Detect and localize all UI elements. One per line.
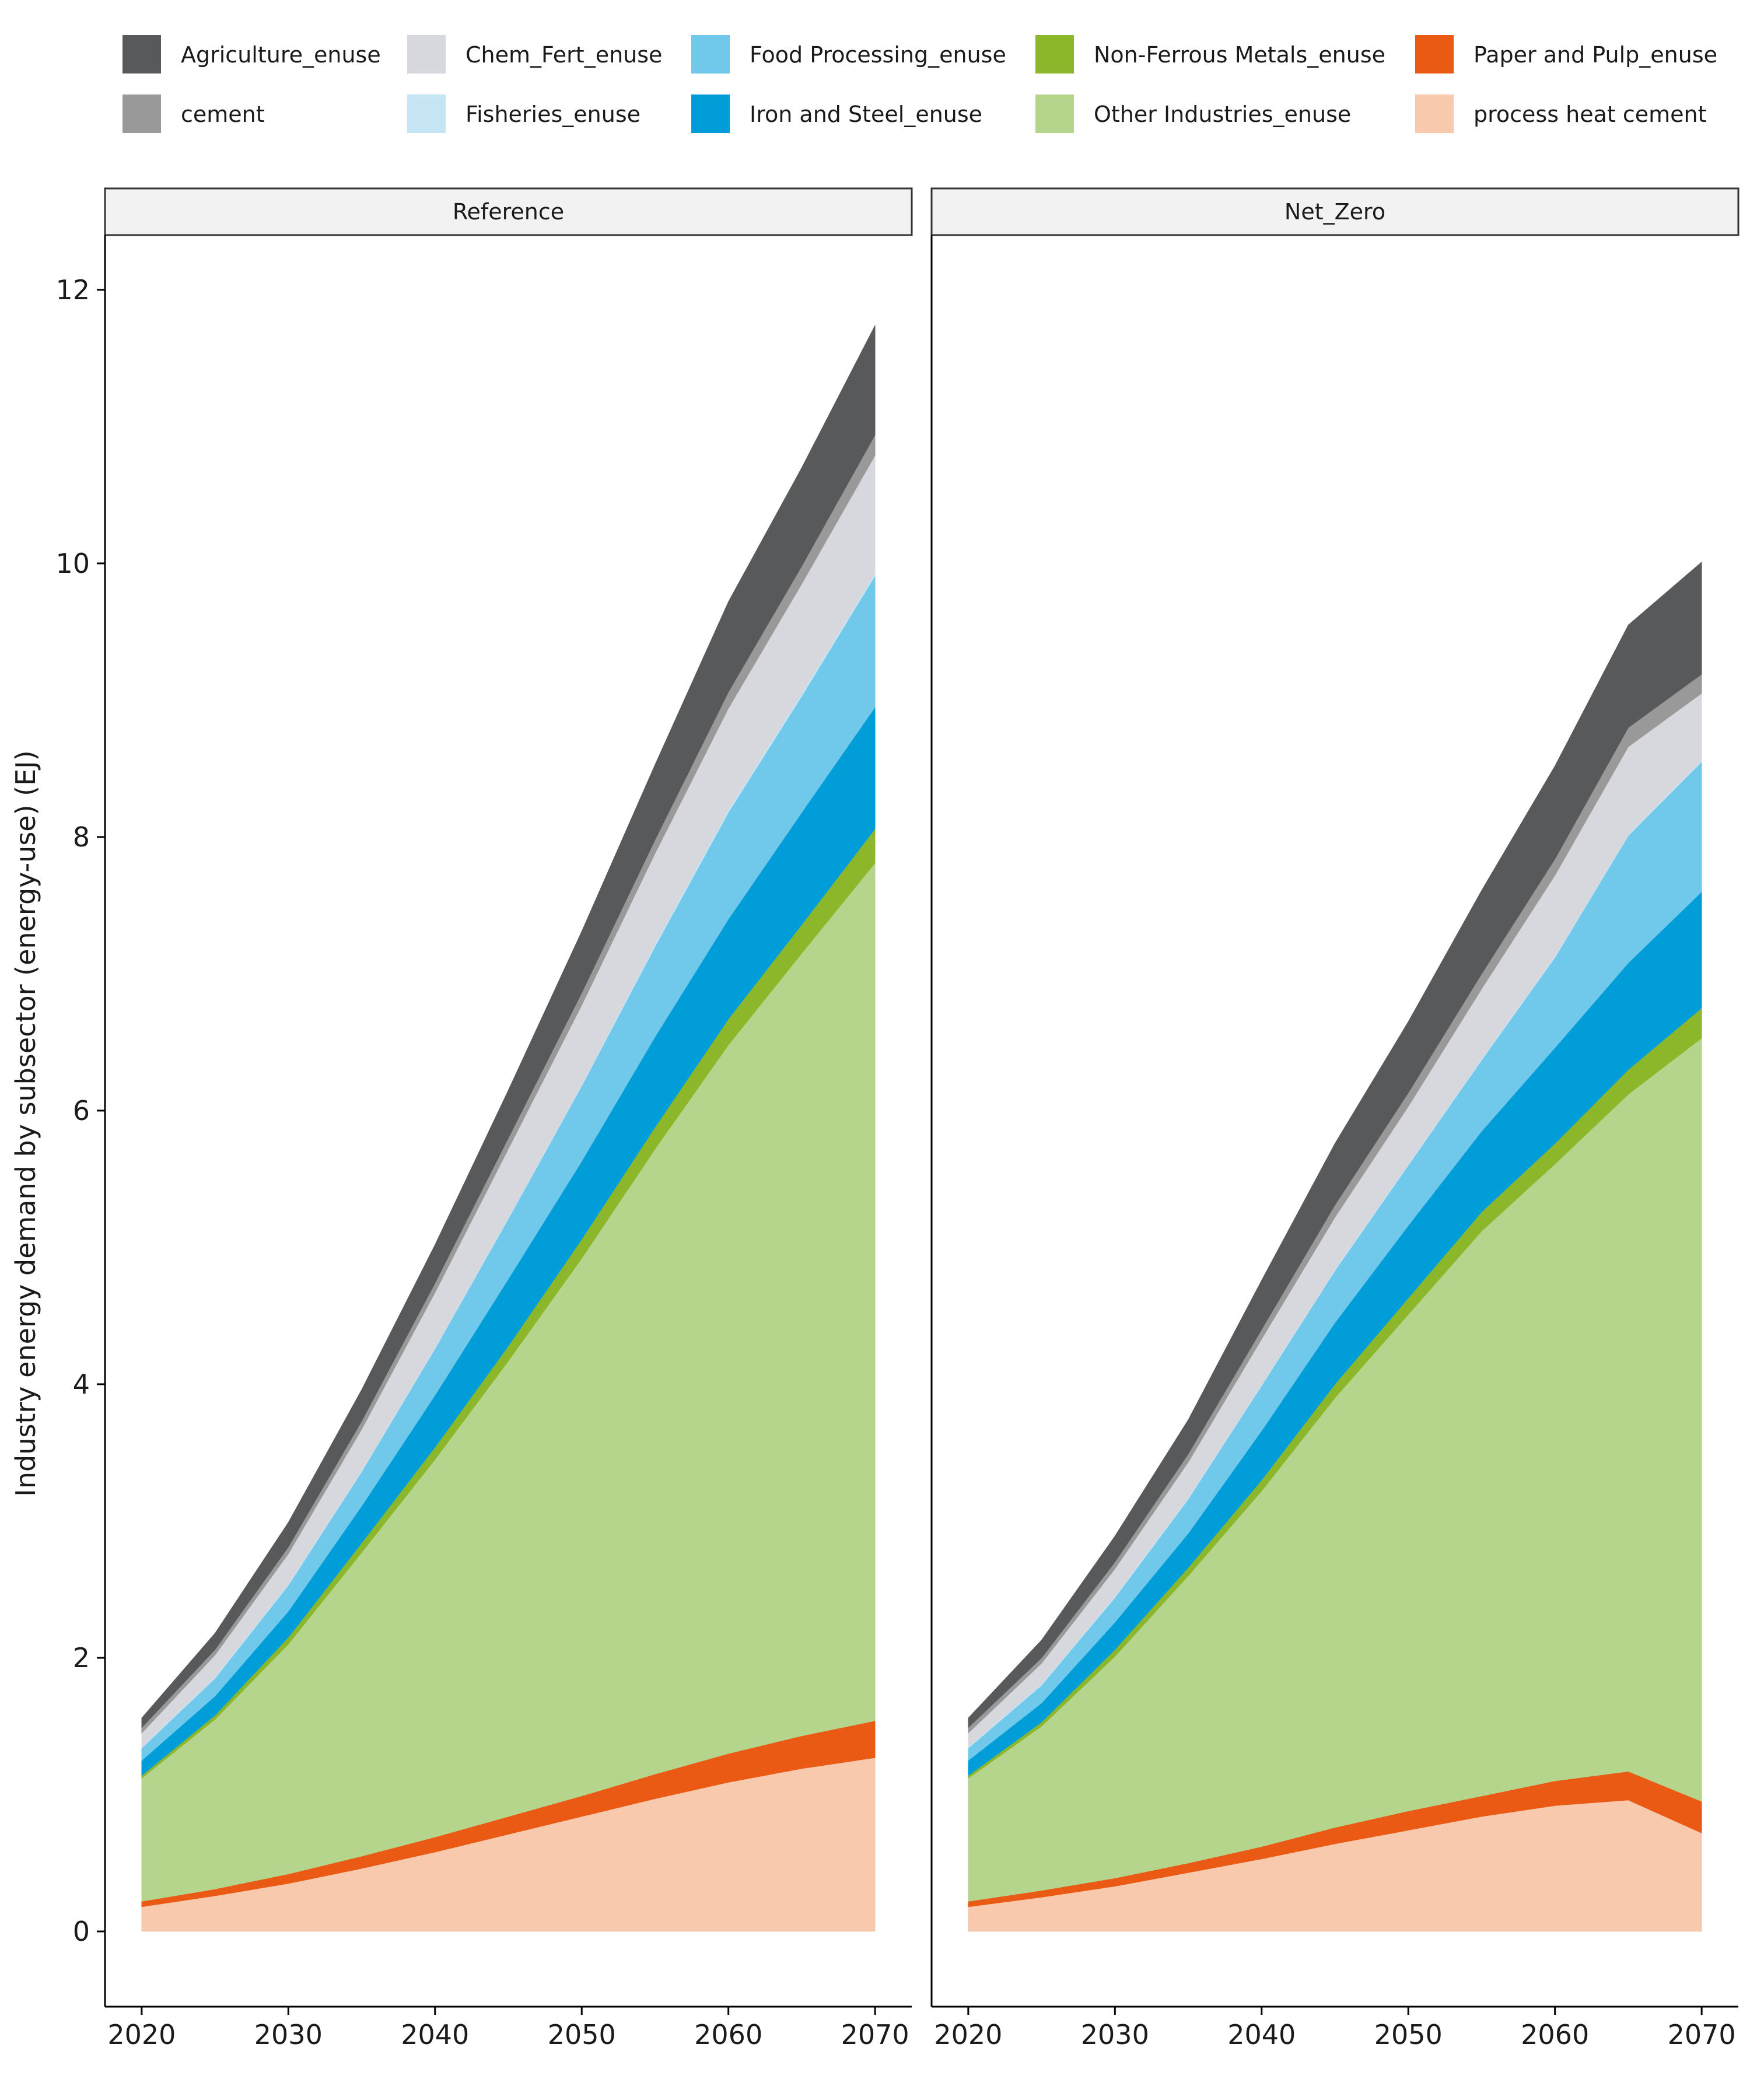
- x-tick-label: 2050: [548, 2019, 616, 2050]
- legend-label: Agriculture_enuse: [181, 42, 381, 68]
- legend-item-cement: cement: [123, 94, 265, 133]
- legend-label: Food Processing_enuse: [750, 42, 1006, 68]
- area-layers: [141, 325, 876, 1932]
- y-tick-label: 0: [73, 1916, 90, 1947]
- area-layers: [968, 561, 1702, 1932]
- y-tick-label: 12: [55, 274, 90, 306]
- x-tick-label: 2030: [1081, 2019, 1149, 2050]
- facet-strip-label: Reference: [453, 199, 564, 225]
- facet-strip: [104, 187, 913, 236]
- area-agriculture-enuse: [141, 325, 876, 1728]
- legend-label: cement: [181, 102, 265, 127]
- legend-label: Non-Ferrous Metals_enuse: [1094, 42, 1385, 68]
- legend-item-food-processing-enuse: Food Processing_enuse: [691, 35, 1006, 74]
- y-tick-label: 10: [55, 548, 90, 579]
- legend-swatch: [691, 35, 730, 74]
- y-tick-label: 4: [73, 1368, 90, 1400]
- x-tick-label: 2060: [1521, 2019, 1589, 2050]
- legend-label: process heat cement: [1474, 102, 1706, 127]
- y-tick-label: 8: [73, 821, 90, 853]
- legend-swatch: [407, 94, 446, 133]
- legend-swatch: [691, 94, 730, 133]
- legend-swatch: [407, 35, 446, 74]
- legend-swatch: [123, 94, 161, 133]
- facet-strip-label: Net_Zero: [1284, 199, 1385, 225]
- y-tick-label: 2: [73, 1642, 90, 1674]
- legend-swatch: [1415, 94, 1454, 133]
- area-agriculture-enuse: [968, 561, 1702, 1728]
- legend-item-chem-fert-enuse: Chem_Fert_enuse: [407, 35, 662, 74]
- x-tick-label: 2070: [1668, 2019, 1736, 2050]
- legend-item-fisheries-enuse: Fisheries_enuse: [407, 94, 640, 133]
- legend-label: Other Industries_enuse: [1094, 102, 1351, 127]
- x-tick-label: 2070: [841, 2019, 909, 2050]
- legend-item-paper-and-pulp-enuse: Paper and Pulp_enuse: [1415, 35, 1717, 74]
- facet-strip: [930, 187, 1740, 236]
- legend-item-other-industries-enuse: Other Industries_enuse: [1035, 94, 1351, 133]
- legend-label: Iron and Steel_enuse: [750, 102, 982, 127]
- legend-swatch: [123, 35, 161, 74]
- legend-item-non-ferrous-metals-enuse: Non-Ferrous Metals_enuse: [1035, 35, 1385, 74]
- legend-label: Chem_Fert_enuse: [466, 42, 662, 68]
- legend-swatch: [1035, 35, 1074, 74]
- panel-reference: Reference 2020 2030 2040 2050 2060 2070 0 2 4 6 8 10…: [55, 187, 913, 2050]
- panel-net-zero: Net_Zero 2020 2030 2040 2050 2060 2070: [930, 187, 1740, 2050]
- legend-item-process-heat-cement: process heat cement: [1415, 94, 1706, 133]
- y-axis-label: Industry energy demand by subsector (ene…: [10, 750, 41, 1496]
- y-tick-label: 6: [73, 1095, 90, 1126]
- legend-label: Fisheries_enuse: [466, 102, 640, 127]
- x-tick-label: 2040: [401, 2019, 469, 2050]
- x-tick-label: 2060: [694, 2019, 762, 2050]
- x-tick-label: 2050: [1374, 2019, 1443, 2050]
- legend-item-iron-and-steel-enuse: Iron and Steel_enuse: [691, 94, 982, 133]
- x-tick-label: 2020: [107, 2019, 176, 2050]
- x-tick-label: 2040: [1227, 2019, 1296, 2050]
- legend-label: Paper and Pulp_enuse: [1474, 42, 1717, 68]
- legend-swatch: [1035, 94, 1074, 133]
- x-tick-label: 2020: [934, 2019, 1002, 2050]
- x-tick-label: 2030: [254, 2019, 323, 2050]
- legend-swatch: [1415, 35, 1454, 74]
- legend-item-agriculture-enuse: Agriculture_enuse: [123, 35, 381, 74]
- facet-panels: Reference 2020 2030 2040 2050 2060 2070 0 2 4 6 8 10…: [55, 187, 1740, 2050]
